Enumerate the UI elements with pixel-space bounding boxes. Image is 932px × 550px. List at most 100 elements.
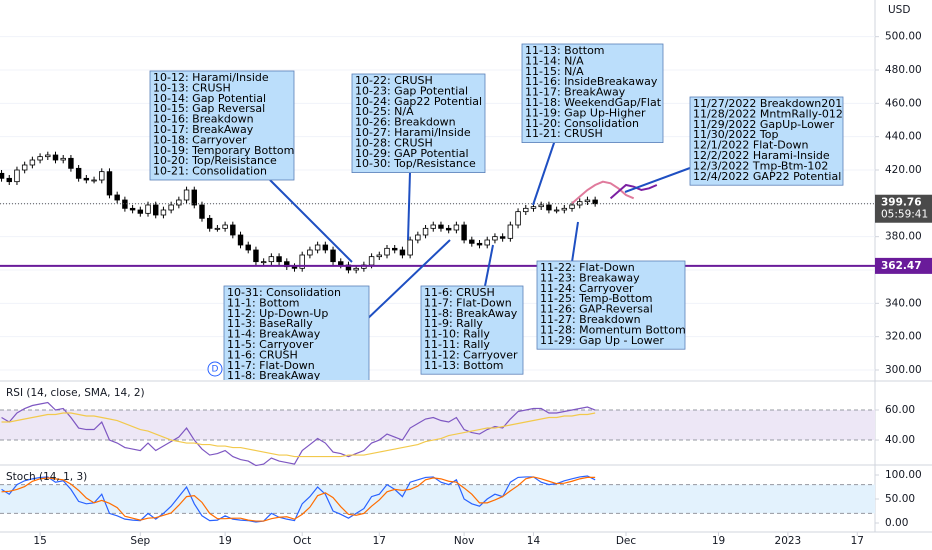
candle-body (21, 164, 28, 171)
annotation-line: 10-17: BreakAway (153, 123, 254, 136)
candle-body (584, 199, 591, 203)
y-tick-label: 480.00 (885, 64, 922, 76)
candle-body (75, 167, 82, 179)
last-price-text: 399.76 (881, 197, 922, 209)
indicator-line (1, 401, 596, 467)
annotation-line: 10-16: Breakdown (153, 113, 254, 126)
candle-body (553, 209, 560, 212)
annotation-line: 11-22: Flat-Down (540, 261, 635, 274)
candle-body (415, 234, 421, 241)
indicator-line (1, 475, 596, 523)
candle-body (6, 177, 12, 183)
annotation-line: 11/30/2022 Top (693, 128, 778, 141)
candle-body (137, 209, 144, 214)
x-tick-label: Nov (454, 535, 475, 547)
annotation-line: 11-14: N/A (525, 54, 584, 67)
candle-body (445, 227, 452, 231)
level-tag (875, 257, 932, 274)
annotation-line: 11/29/2022 GapUp-Lower (693, 118, 835, 131)
candle-body (52, 154, 59, 161)
candle-body (268, 256, 275, 263)
annotation-line: 11-29: Gap Up - Lower (540, 334, 664, 347)
annotation-pointer (269, 179, 353, 263)
annotation-box (351, 73, 486, 173)
candle-body (168, 204, 174, 211)
annotation-line: 10-12: Harami/Inside (153, 71, 269, 84)
annotation-line: 11-5: Carryover (227, 338, 314, 351)
annotation-line: 11-26: GAP-Reversal (540, 303, 653, 316)
annotation-line: 10-14: Gap Potential (153, 92, 266, 105)
annotation-line: 12/2/2022 Harami-Inside (693, 149, 830, 162)
annotation-line: 10-15: Gap Reversal (153, 102, 265, 115)
candle-body (430, 224, 436, 229)
candle-body (523, 207, 529, 213)
annotation-line: 11-21: CRUSH (525, 127, 603, 140)
indicator-line (1, 412, 596, 458)
annotation-box (521, 43, 664, 143)
candle-body (114, 194, 120, 201)
y-tick-label: 500.00 (885, 31, 922, 43)
candle-body (91, 179, 97, 182)
dividend-icon[interactable] (207, 361, 223, 377)
candle-body (484, 239, 490, 246)
candle-body (438, 224, 444, 229)
annotation-line: 11-4: BreakAway (227, 328, 321, 341)
dividend-icon-letter: D (212, 365, 219, 375)
candle-body (145, 204, 151, 214)
x-tick-label: 15 (33, 535, 46, 547)
annotation-line: 10-20: Top/Reisistance (153, 154, 277, 167)
annotation-line: 11/28/2022 MntmRally-012 (693, 107, 843, 120)
annotation-line: 10-27: Harami/Inside (355, 126, 471, 139)
candle-body (399, 249, 406, 256)
annotation-line: 12/4/2022 GAP22 Potential (693, 170, 841, 183)
annotation-line: 11-13: Bottom (525, 44, 605, 57)
candle-body (60, 157, 66, 161)
annotation-box (420, 285, 524, 375)
candle-body (469, 239, 475, 244)
candle-body (206, 217, 213, 229)
candle-body (276, 256, 282, 263)
candle-body (492, 236, 498, 241)
candle-body (253, 249, 259, 263)
candle-body (153, 204, 159, 216)
candle-body (222, 224, 228, 229)
y-tick-label: 440.00 (885, 131, 922, 143)
annotation-pointer (407, 171, 411, 241)
annotation-line: 11-7: Flat-Down (424, 296, 512, 309)
candle-body (561, 207, 568, 211)
last-price-tag (875, 194, 932, 223)
annotation-line: 10-19: Temporary Bottom (153, 144, 294, 157)
annotation-line: 11-20: Consolidation (525, 117, 639, 130)
annotation-line: 10-26: Breakdown (355, 116, 456, 129)
annotation-line: 10-13: CRUSH (153, 81, 231, 94)
countdown-text: 05:59:41 (881, 209, 928, 221)
candle-body (199, 204, 205, 219)
panel-title: RSI (14, close, SMA, 14, 2) (6, 387, 145, 399)
annotation-line: 11-16: InsideBreakaway (525, 75, 658, 88)
annotation-line: 11-12: Carryover (424, 348, 518, 361)
annotation-line: 11-1: Bottom (227, 296, 300, 309)
annotation-line: 10-21: Consolidation (153, 165, 267, 178)
annotation-line: 10-30: Top/Resistance (355, 157, 476, 170)
candle-body (530, 206, 537, 209)
indicator-band (0, 410, 875, 441)
annotation-line: 11-17: BreakAway (525, 86, 626, 99)
level-tag-text: 362.47 (881, 260, 922, 272)
annotation-line: 11-8: BreakAway (227, 369, 321, 382)
x-tick-label: 17 (373, 535, 386, 547)
candle-body (99, 171, 105, 181)
x-tick-label: 17 (851, 535, 864, 547)
annotation-line: 10-24: Gap22 Potential (355, 95, 482, 108)
candle-body (338, 261, 344, 266)
indicator-line (1, 476, 596, 522)
candle-body (299, 254, 305, 269)
candle-body (37, 156, 43, 161)
candle-body (376, 254, 383, 258)
candle-body (453, 224, 460, 231)
candle-body (368, 256, 375, 266)
candle-body (14, 169, 20, 183)
annotation-line: 11-27: Breakdown (540, 313, 641, 326)
y-tick-label: 420.00 (885, 164, 922, 176)
candle-body (592, 199, 598, 205)
annotation-line: 10-29: GAP Potential (355, 147, 469, 160)
